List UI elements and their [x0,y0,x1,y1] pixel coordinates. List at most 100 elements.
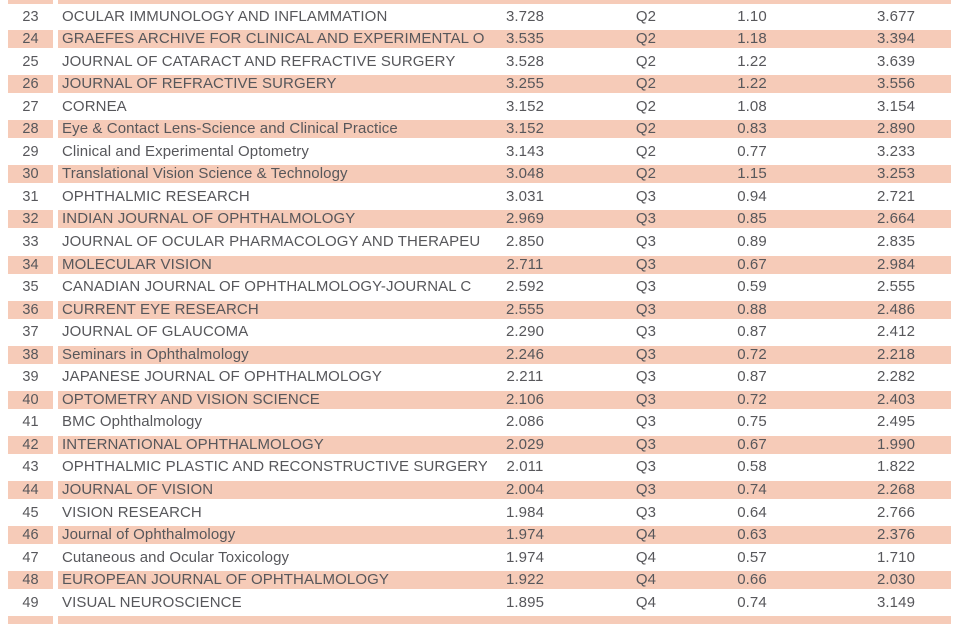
row-highlight-band [58,300,951,319]
quartile-cell: Q3 [635,323,657,341]
score3-cell: 0.64 [737,503,767,521]
impact-factor-cell: 3.152 [505,97,545,115]
score3-cell: 0.75 [737,413,767,431]
quartile-cell: Q4 [635,526,657,544]
table-row: 35 CANADIAN JOURNAL OF OPHTHALMOLOGY-JOUR… [0,276,962,299]
rank-cell: 41 [22,414,39,431]
score3-cell: 0.63 [737,526,767,544]
impact-factor-cell: 1.895 [505,593,545,611]
rank-cell: 49 [22,594,39,611]
row-highlight-band [8,30,53,49]
quartile-cell: Q2 [635,165,657,183]
row-highlight-band [58,210,951,229]
table-row: 49 VISUAL NEUROSCIENCE 1.895 Q4 0.74 3.149 [0,592,962,615]
quartile-cell: Q3 [635,458,657,476]
score4-cell: 2.218 [876,345,916,363]
quartile-cell: Q3 [635,390,657,408]
score3-cell: 0.83 [737,120,767,138]
score4-cell: 1.822 [876,458,916,476]
quartile-cell: Q2 [635,97,657,115]
row-highlight-band [58,435,951,454]
impact-factor-cell: 2.086 [505,413,545,431]
quartile-cell: Q3 [635,278,657,296]
score3-cell: 0.74 [737,593,767,611]
journal-name-cell: CANADIAN JOURNAL OF OPHTHALMOLOGY-JOURNA… [62,278,472,296]
score3-cell: 0.94 [737,187,767,205]
table-row: 46 Journal of Ophthalmology 1.974 Q4 0.63 2.3… [0,524,962,547]
score3-cell: 0.57 [737,548,767,566]
score4-cell: 2.555 [876,278,916,296]
quartile-cell: Q4 [635,548,657,566]
journal-name-cell: BMC Ophthalmology [62,413,203,431]
score3-cell: 1.18 [737,30,767,48]
partial-row-main-band [58,0,951,4]
rank-cell: 26 [22,76,39,93]
row-highlight-band [58,571,951,590]
rank-cell: 48 [22,572,39,589]
impact-factor-cell: 3.031 [505,187,545,205]
impact-factor-cell: 2.969 [505,210,545,228]
table-row: 29 Clinical and Experimental Optometry 3.1… [0,141,962,164]
row-highlight-band [8,120,53,139]
quartile-cell: Q2 [635,30,657,48]
table-row: 45 VISION RESEARCH 1.984 Q3 0.64 2.766 [0,502,962,525]
quartile-cell: Q2 [635,142,657,160]
partial-row-above [0,0,962,4]
score4-cell: 2.403 [876,390,916,408]
score4-cell: 3.677 [876,7,916,25]
quartile-cell: Q4 [635,571,657,589]
quartile-cell: Q3 [635,210,657,228]
table-row: 24 GRAEFES ARCHIVE FOR CLINICAL AND EXPER… [0,28,962,51]
rank-cell: 38 [22,346,39,363]
table-row: 39 JAPANESE JOURNAL OF OPHTHALMOLOGY 2.211… [0,366,962,389]
score4-cell: 2.268 [876,480,916,498]
row-highlight-band [8,345,53,364]
quartile-cell: Q4 [635,593,657,611]
impact-factor-cell: 2.029 [505,435,545,453]
score4-cell: 2.412 [876,323,916,341]
journal-name-cell: INDIAN JOURNAL OF OPHTHALMOLOGY [62,210,356,228]
score4-cell: 2.486 [876,300,916,318]
impact-factor-cell: 2.850 [505,232,545,250]
impact-factor-cell: 3.152 [505,120,545,138]
rank-cell: 37 [22,324,39,341]
impact-factor-cell: 2.106 [505,390,545,408]
journal-name-cell: VISION RESEARCH [62,503,202,521]
score4-cell: 2.835 [876,232,916,250]
score4-cell: 2.721 [876,187,916,205]
table-body: 23 OCULAR IMMUNOLOGY AND INFLAMMATION 3.72… [0,6,962,615]
row-highlight-band [58,345,951,364]
score3-cell: 1.22 [737,52,767,70]
rank-cell: 42 [22,436,39,453]
table-row: 37 JOURNAL OF GLAUCOMA 2.290 Q3 0.87 2.412 [0,321,962,344]
score3-cell: 1.22 [737,75,767,93]
quartile-cell: Q3 [635,503,657,521]
impact-factor-cell: 3.528 [505,52,545,70]
row-highlight-band [8,300,53,319]
rank-cell: 25 [22,53,39,70]
impact-factor-cell: 3.255 [505,75,545,93]
rank-cell: 34 [22,256,39,273]
partial-row-rank-band [8,615,53,624]
impact-factor-cell: 2.711 [506,255,544,273]
score4-cell: 2.495 [876,413,916,431]
quartile-cell: Q3 [635,345,657,363]
score4-cell: 3.253 [876,165,916,183]
journal-name-cell: VISUAL NEUROSCIENCE [62,593,242,611]
row-highlight-band [58,165,951,184]
table-row: 40 OPTOMETRY AND VISION SCIENCE 2.106 Q3 0.7… [0,389,962,412]
rank-cell: 46 [22,527,39,544]
score4-cell: 1.990 [876,435,916,453]
score4-cell: 3.639 [876,52,916,70]
quartile-cell: Q2 [635,52,657,70]
score4-cell: 3.394 [876,30,916,48]
rank-cell: 33 [22,233,39,250]
score4-cell: 2.766 [876,503,916,521]
score3-cell: 0.89 [737,232,767,250]
rank-cell: 40 [22,391,39,408]
table-row: 33 JOURNAL OF OCULAR PHARMACOLOGY AND THE… [0,231,962,254]
impact-factor-cell: 2.004 [505,480,545,498]
quartile-cell: Q3 [635,255,657,273]
journal-name-cell: GRAEFES ARCHIVE FOR CLINICAL AND EXPERIM… [62,30,485,48]
score4-cell: 2.890 [876,120,916,138]
